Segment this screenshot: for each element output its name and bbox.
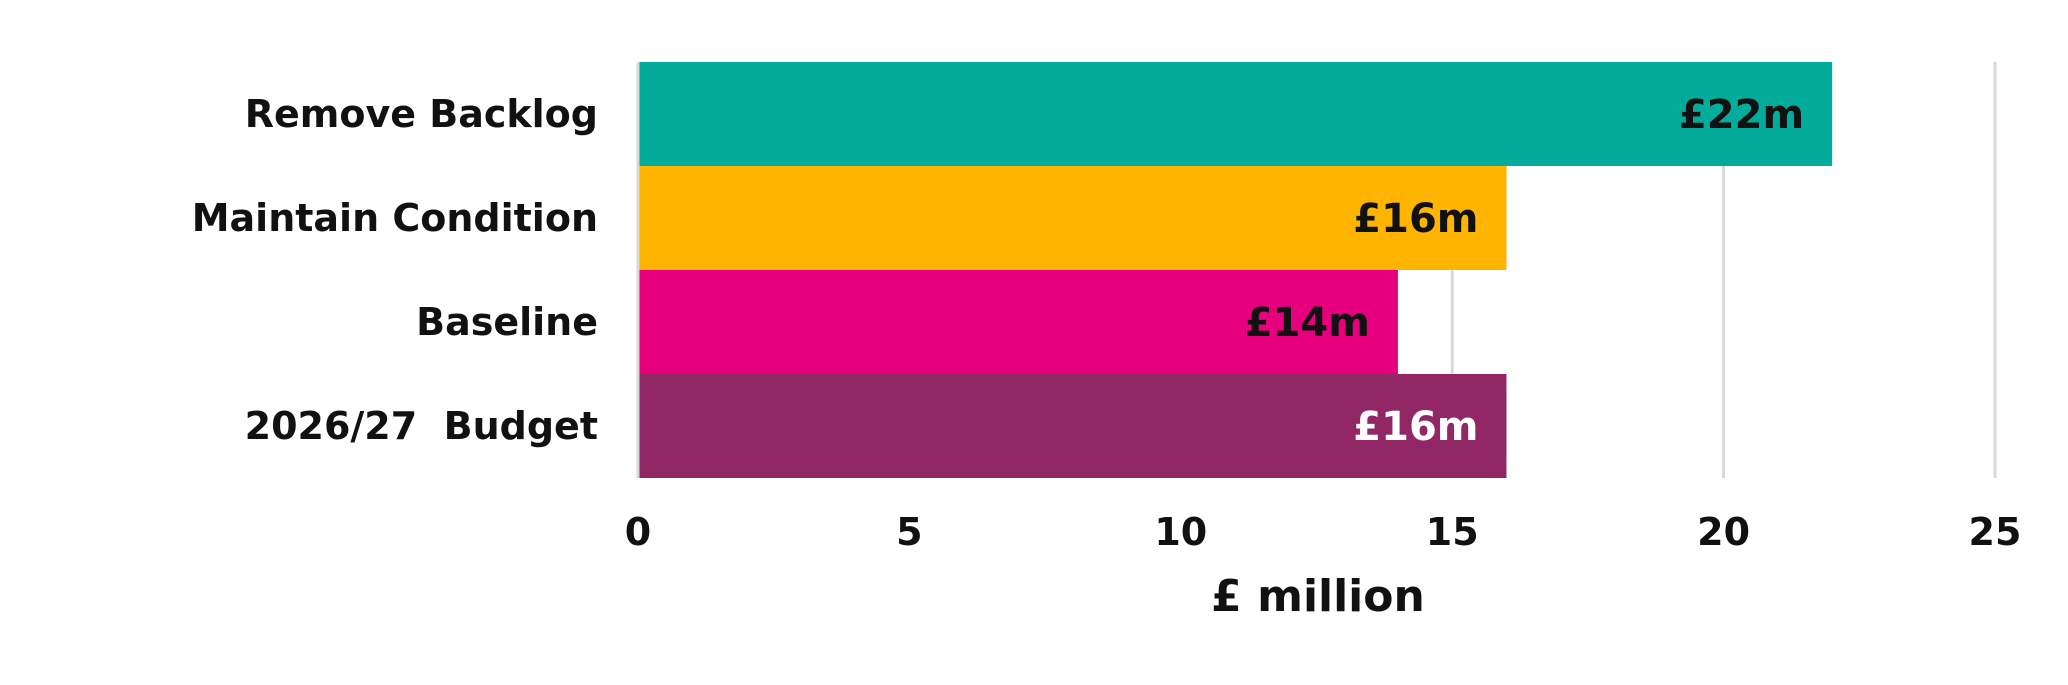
x-tick-label: 0: [625, 510, 651, 554]
bar-data-label: £14m: [1245, 300, 1370, 346]
x-tick-label: 10: [1154, 510, 1207, 554]
bar-0: [638, 62, 1833, 166]
category-label: 2026/27 Budget: [245, 404, 598, 448]
bar-2: [638, 270, 1398, 374]
category-label: Maintain Condition: [192, 196, 598, 240]
x-axis-title: £ million: [1211, 571, 1425, 622]
x-tick-label: 25: [1969, 510, 2022, 554]
x-tick-label: 5: [896, 510, 922, 554]
bars: [638, 62, 1833, 478]
axes: 0 5 10 15 20 25: [625, 62, 2022, 554]
bar-1: [638, 166, 1507, 270]
x-tick-label: 20: [1697, 510, 1750, 554]
x-tick-label: 15: [1426, 510, 1479, 554]
category-label: Remove Backlog: [245, 92, 598, 136]
bar-data-label: £16m: [1353, 196, 1478, 242]
labels: £22m Remove Backlog £16m Maintain Condition…: [192, 92, 1804, 450]
bar-3: [638, 374, 1507, 478]
bar-data-label: £16m: [1353, 404, 1478, 450]
bar-data-label: £22m: [1679, 92, 1804, 138]
category-label: Baseline: [416, 300, 598, 344]
